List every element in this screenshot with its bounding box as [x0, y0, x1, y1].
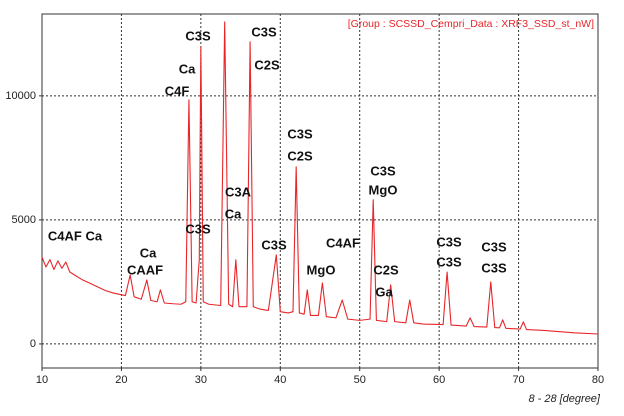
x-tick-label: 40 — [274, 374, 286, 386]
peak-annotation: CAAF — [127, 262, 163, 277]
peak-annotation: Ga — [375, 284, 393, 299]
peak-annotation: C3S — [261, 237, 287, 252]
x-tick-label: 30 — [195, 374, 207, 386]
y-tick-label: 5000 — [12, 214, 36, 226]
data-line — [41, 21, 599, 335]
y-tick-label: 0 — [30, 338, 36, 350]
peak-annotation: C2S — [373, 262, 399, 277]
peak-annotation: C3S — [481, 260, 507, 275]
peak-annotation: C3S — [185, 221, 211, 236]
legend-text: [Group : SCSSD_Cempri_Data : XRF3_SSD_st… — [348, 18, 594, 30]
peak-annotation: Ca — [179, 61, 196, 76]
peak-annotation: C4AF — [326, 235, 360, 250]
peak-annotation: MgO — [369, 182, 398, 197]
y-tick-label: 10000 — [5, 90, 36, 102]
peak-annotation: Ca — [225, 206, 242, 221]
peak-annotation: C3S — [251, 24, 277, 39]
x-tick-label: 50 — [354, 374, 366, 386]
peak-annotation: C3S — [370, 163, 396, 178]
plot-frame — [41, 13, 599, 369]
peak-annotation: C3A — [225, 184, 252, 199]
peak-annotation: Ca — [140, 245, 157, 260]
peak-annotation: C3S — [436, 254, 462, 269]
peak-annotation: C4AF Ca — [48, 228, 103, 243]
peak-annotation: C3S — [287, 126, 313, 141]
x-tick-label: 60 — [433, 374, 445, 386]
peak-annotation: C2S — [287, 148, 313, 163]
x-tick-label: 20 — [115, 374, 127, 386]
x-tick-label: 80 — [592, 374, 604, 386]
peak-annotation: C3S — [185, 28, 211, 43]
x-tick-label: 10 — [36, 374, 48, 386]
peak-annotation: MgO — [307, 262, 336, 277]
peak-annotation: C4F — [165, 83, 190, 98]
peak-annotation: C3S — [436, 234, 462, 249]
x-tick-label: 70 — [512, 374, 524, 386]
peak-annotation: C2S — [254, 57, 280, 72]
peak-annotation: C3S — [481, 239, 507, 254]
x-axis-label: 8 - 28 [degree] — [528, 393, 600, 405]
